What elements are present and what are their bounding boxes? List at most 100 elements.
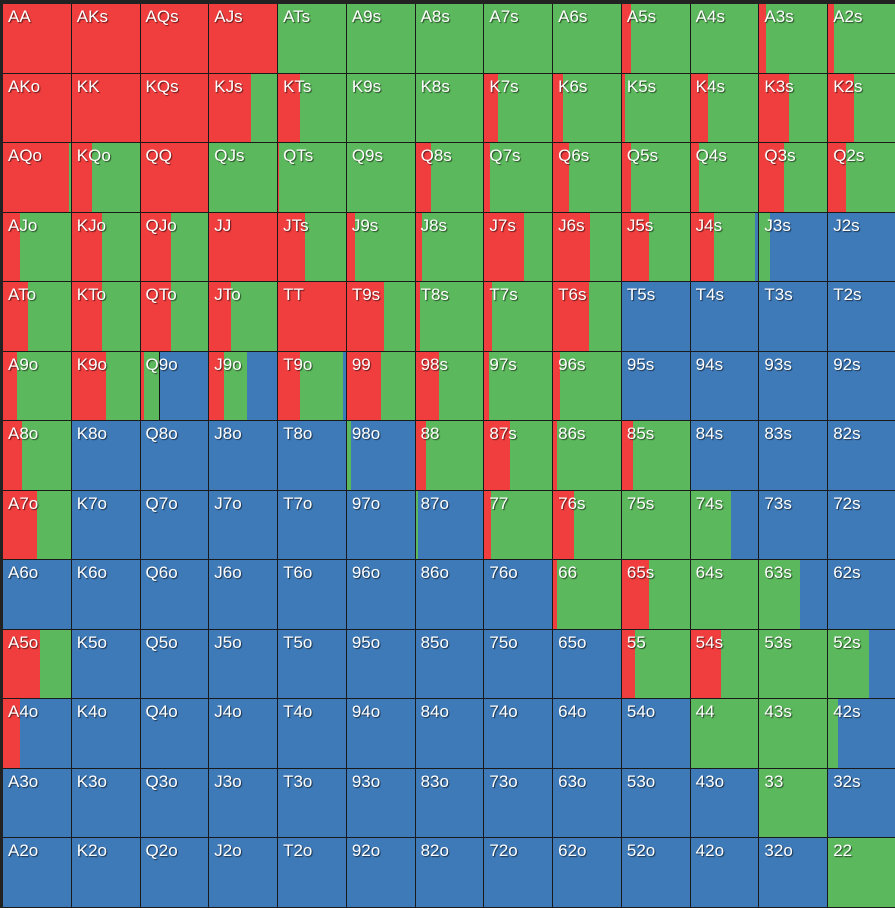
hand-cell-63o[interactable]: 63o (553, 768, 622, 839)
hand-cell-a2s[interactable]: A2s (828, 4, 895, 74)
hand-cell-j5o[interactable]: J5o (209, 629, 279, 700)
hand-cell-88[interactable]: 88 (415, 421, 485, 491)
hand-cell-t2s[interactable]: T2s (828, 282, 895, 352)
hand-cell-94o[interactable]: 94o (346, 699, 416, 769)
hand-cell-83o[interactable]: 83o (415, 768, 485, 839)
hand-cell-q5o[interactable]: Q5o (140, 629, 210, 700)
hand-cell-k2s[interactable]: K2s (828, 73, 895, 144)
hand-cell-82s[interactable]: 82s (828, 421, 895, 491)
hand-cell-86s[interactable]: 86s (553, 421, 622, 491)
hand-cell-kqo[interactable]: KQo (71, 143, 141, 213)
hand-cell-k4s[interactable]: K4s (690, 73, 760, 144)
hand-cell-aa[interactable]: AA (3, 4, 72, 74)
hand-cell-a9s[interactable]: A9s (346, 4, 416, 74)
hand-cell-j9o[interactable]: J9o (209, 351, 279, 422)
hand-cell-93s[interactable]: 93s (759, 351, 829, 422)
hand-cell-q5s[interactable]: Q5s (621, 143, 691, 213)
hand-cell-96o[interactable]: 96o (346, 560, 416, 630)
hand-cell-q2s[interactable]: Q2s (828, 143, 895, 213)
hand-cell-q2o[interactable]: Q2o (140, 838, 210, 908)
hand-cell-t7s[interactable]: T7s (484, 282, 554, 352)
hand-cell-jts[interactable]: JTs (278, 212, 347, 283)
hand-cell-43s[interactable]: 43s (759, 699, 829, 769)
hand-cell-65o[interactable]: 65o (553, 629, 622, 700)
hand-cell-86o[interactable]: 86o (415, 560, 485, 630)
hand-cell-t3s[interactable]: T3s (759, 282, 829, 352)
hand-cell-j3s[interactable]: J3s (759, 212, 829, 283)
hand-cell-k3o[interactable]: K3o (71, 768, 141, 839)
hand-cell-92s[interactable]: 92s (828, 351, 895, 422)
hand-cell-ajo[interactable]: AJo (3, 212, 72, 283)
hand-cell-53s[interactable]: 53s (759, 629, 829, 700)
hand-cell-a5s[interactable]: A5s (621, 4, 691, 74)
hand-cell-qts[interactable]: QTs (278, 143, 347, 213)
hand-cell-92o[interactable]: 92o (346, 838, 416, 908)
hand-cell-kk[interactable]: KK (71, 73, 141, 144)
hand-cell-72o[interactable]: 72o (484, 838, 554, 908)
hand-cell-44[interactable]: 44 (690, 699, 760, 769)
hand-cell-t9o[interactable]: T9o (278, 351, 347, 422)
hand-cell-aqs[interactable]: AQs (140, 4, 210, 74)
hand-cell-k7s[interactable]: K7s (484, 73, 554, 144)
hand-cell-73s[interactable]: 73s (759, 490, 829, 561)
hand-cell-j4o[interactable]: J4o (209, 699, 279, 769)
hand-cell-75s[interactable]: 75s (621, 490, 691, 561)
hand-cell-42o[interactable]: 42o (690, 838, 760, 908)
hand-cell-22[interactable]: 22 (828, 838, 895, 908)
hand-cell-53o[interactable]: 53o (621, 768, 691, 839)
hand-cell-33[interactable]: 33 (759, 768, 829, 839)
hand-cell-q6o[interactable]: Q6o (140, 560, 210, 630)
hand-cell-ajs[interactable]: AJs (209, 4, 279, 74)
hand-cell-73o[interactable]: 73o (484, 768, 554, 839)
hand-cell-k6s[interactable]: K6s (553, 73, 622, 144)
hand-cell-a4s[interactable]: A4s (690, 4, 760, 74)
hand-cell-k9o[interactable]: K9o (71, 351, 141, 422)
hand-cell-ats[interactable]: ATs (278, 4, 347, 74)
hand-cell-aks[interactable]: AKs (71, 4, 141, 74)
hand-cell-jto[interactable]: JTo (209, 282, 279, 352)
hand-cell-93o[interactable]: 93o (346, 768, 416, 839)
hand-cell-j3o[interactable]: J3o (209, 768, 279, 839)
hand-cell-t8o[interactable]: T8o (278, 421, 347, 491)
hand-cell-97s[interactable]: 97s (484, 351, 554, 422)
hand-cell-75o[interactable]: 75o (484, 629, 554, 700)
hand-cell-q8o[interactable]: Q8o (140, 421, 210, 491)
hand-cell-64s[interactable]: 64s (690, 560, 760, 630)
hand-cell-a6s[interactable]: A6s (553, 4, 622, 74)
hand-cell-j4s[interactable]: J4s (690, 212, 760, 283)
hand-cell-k5o[interactable]: K5o (71, 629, 141, 700)
hand-cell-52s[interactable]: 52s (828, 629, 895, 700)
hand-cell-a5o[interactable]: A5o (3, 629, 72, 700)
hand-cell-j8s[interactable]: J8s (415, 212, 485, 283)
hand-cell-99[interactable]: 99 (346, 351, 416, 422)
hand-cell-j5s[interactable]: J5s (621, 212, 691, 283)
hand-cell-t5s[interactable]: T5s (621, 282, 691, 352)
hand-cell-a4o[interactable]: A4o (3, 699, 72, 769)
hand-cell-aqo[interactable]: AQo (3, 143, 72, 213)
hand-cell-q3s[interactable]: Q3s (759, 143, 829, 213)
hand-cell-t5o[interactable]: T5o (278, 629, 347, 700)
hand-cell-32s[interactable]: 32s (828, 768, 895, 839)
hand-cell-t4o[interactable]: T4o (278, 699, 347, 769)
hand-cell-k8s[interactable]: K8s (415, 73, 485, 144)
hand-cell-kjo[interactable]: KJo (71, 212, 141, 283)
hand-cell-k8o[interactable]: K8o (71, 421, 141, 491)
hand-cell-t7o[interactable]: T7o (278, 490, 347, 561)
hand-cell-kjs[interactable]: KJs (209, 73, 279, 144)
hand-cell-87s[interactable]: 87s (484, 421, 554, 491)
hand-cell-a8o[interactable]: A8o (3, 421, 72, 491)
hand-cell-j9s[interactable]: J9s (346, 212, 416, 283)
hand-cell-q8s[interactable]: Q8s (415, 143, 485, 213)
hand-cell-t9s[interactable]: T9s (346, 282, 416, 352)
hand-cell-76s[interactable]: 76s (553, 490, 622, 561)
hand-cell-96s[interactable]: 96s (553, 351, 622, 422)
hand-cell-a7s[interactable]: A7s (484, 4, 554, 74)
hand-cell-82o[interactable]: 82o (415, 838, 485, 908)
hand-cell-85o[interactable]: 85o (415, 629, 485, 700)
hand-cell-qjs[interactable]: QJs (209, 143, 279, 213)
hand-cell-ato[interactable]: ATo (3, 282, 72, 352)
hand-cell-t6o[interactable]: T6o (278, 560, 347, 630)
hand-cell-kqs[interactable]: KQs (140, 73, 210, 144)
hand-cell-q7s[interactable]: Q7s (484, 143, 554, 213)
hand-cell-k6o[interactable]: K6o (71, 560, 141, 630)
